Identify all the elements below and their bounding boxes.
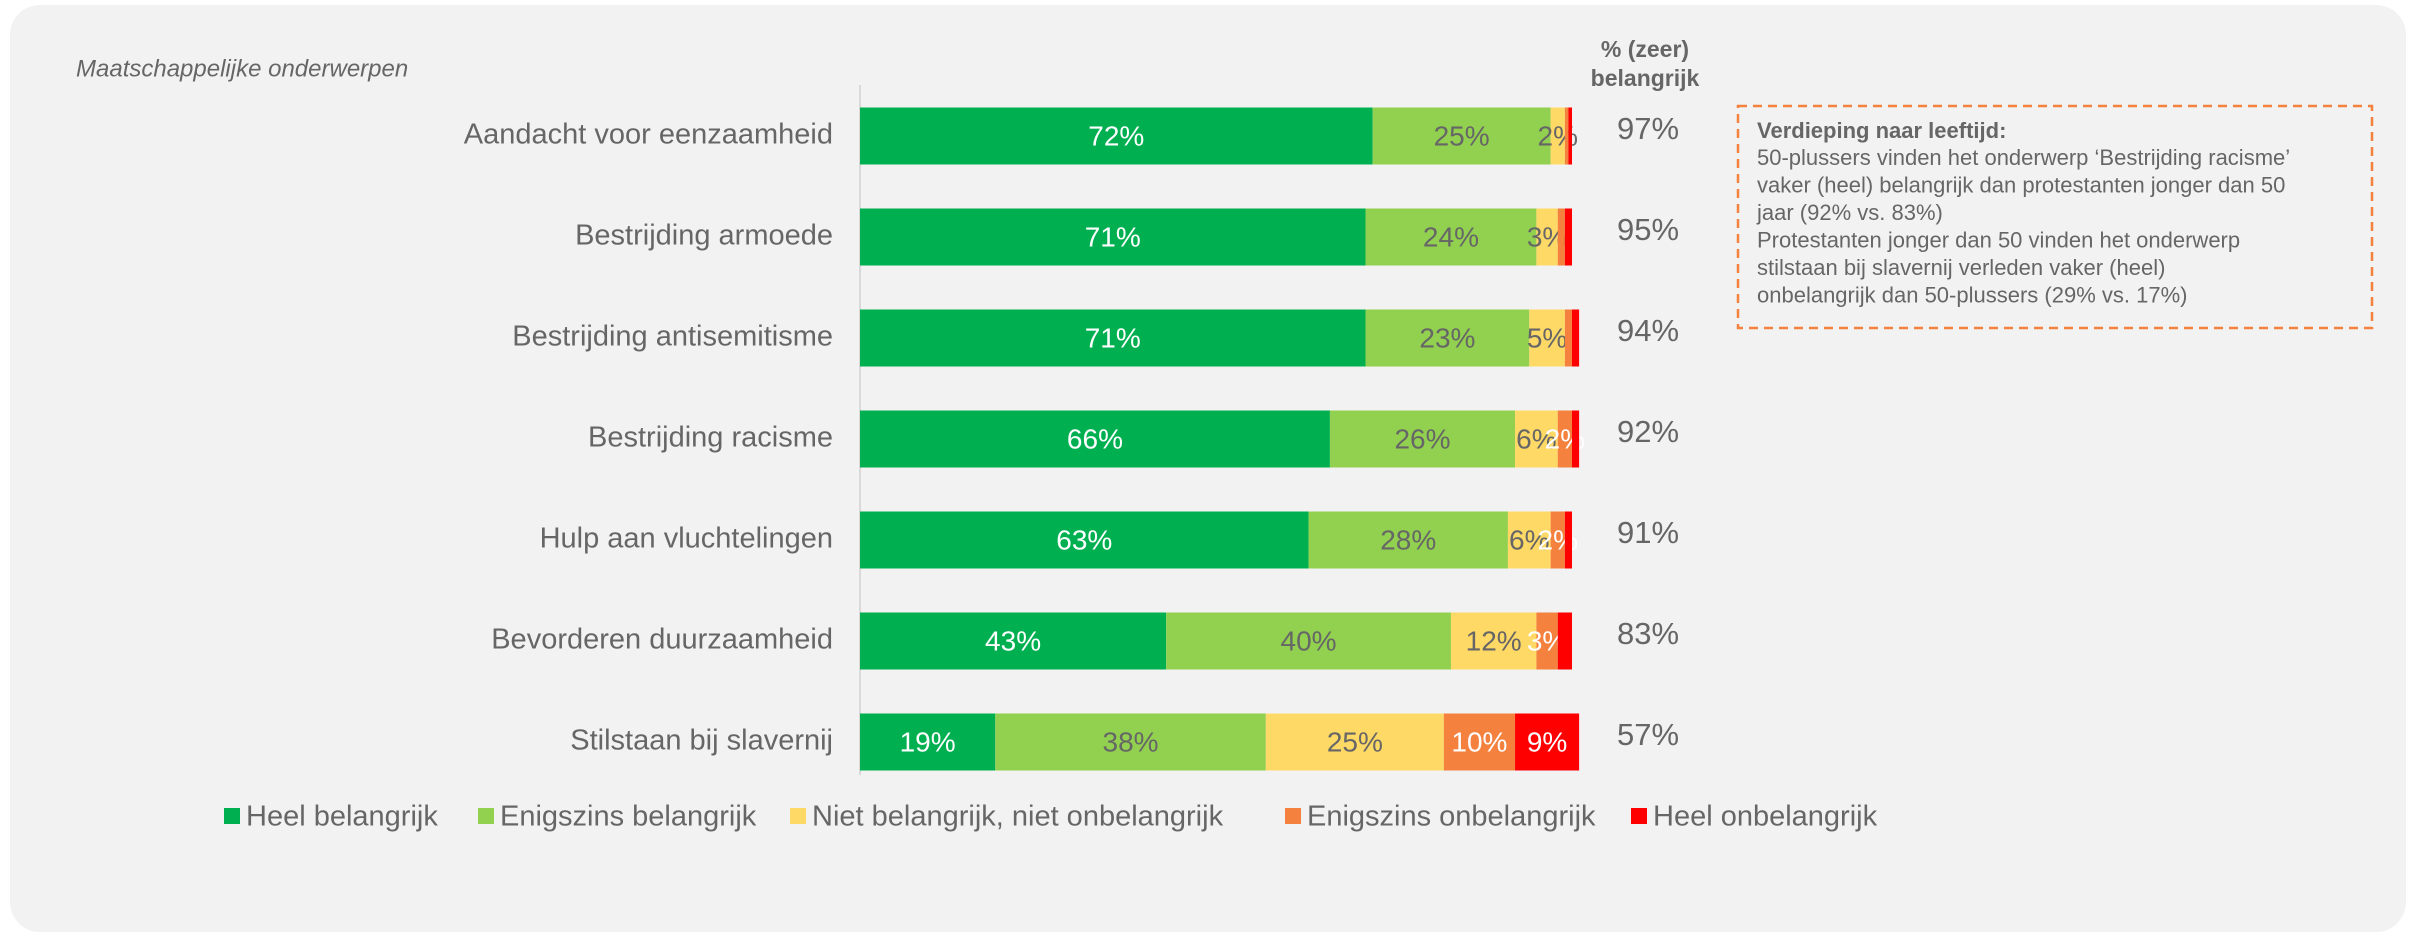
legend-swatch [1285, 808, 1301, 824]
bar-segment [1564, 511, 1572, 569]
legend-swatch [1631, 808, 1647, 824]
category-label: Bevorderen duurzaamheid [491, 624, 833, 656]
bar-segment [1564, 107, 1569, 165]
data-label: 10% [1451, 726, 1507, 757]
bar-segment [995, 713, 1266, 771]
data-label: 5% [1527, 322, 1567, 353]
data-label: 6% [1509, 524, 1549, 555]
category-label: Bestrijding antisemitisme [512, 321, 833, 353]
bar-segment [1572, 309, 1580, 367]
bar-segment [1166, 612, 1451, 670]
bar-segment [1443, 713, 1516, 771]
legend-label: Niet belangrijk, niet onbelangrijk [812, 801, 1224, 833]
totals-header: belangrijk [1591, 65, 1700, 91]
legend-swatch [478, 808, 494, 824]
data-label: 19% [900, 726, 956, 757]
note-line: onbelangrijk dan 50-plussers (29% vs. 17… [1757, 282, 2187, 307]
legend-label: Enigszins belangrijk [500, 801, 757, 833]
bar-segment [1557, 208, 1565, 266]
data-label: 12% [1466, 625, 1522, 656]
data-label: 43% [985, 625, 1041, 656]
bar-segment [1550, 511, 1565, 569]
note-box [1736, 104, 2374, 330]
category-label: Hulp aan vluchtelingen [540, 523, 833, 555]
bar-segment [1450, 612, 1537, 670]
legend-swatch [224, 808, 240, 824]
total-label: 92% [1617, 414, 1679, 449]
data-label: 71% [1085, 322, 1141, 353]
data-label: 38% [1103, 726, 1159, 757]
bar-segment [1536, 612, 1558, 670]
bar-segment [1265, 713, 1444, 771]
data-label: 24% [1423, 221, 1479, 252]
bar-segment [1372, 107, 1551, 165]
note-title: Verdieping naar leeftijd: [1757, 118, 2006, 143]
category-label: Bestrijding armoede [575, 220, 833, 252]
note-line: vaker (heel) belangrijk dan protestanten… [1757, 172, 2285, 197]
total-label: 97% [1617, 111, 1679, 146]
legend-label: Enigszins onbelangrijk [1307, 801, 1596, 833]
total-label: 83% [1617, 616, 1679, 651]
bar-segment [860, 309, 1366, 367]
data-label: 25% [1327, 726, 1383, 757]
data-label: 66% [1067, 423, 1123, 454]
bar-segment [860, 612, 1167, 670]
bar-segment [860, 410, 1330, 468]
total-label: 95% [1617, 212, 1679, 247]
bar-segment [1515, 713, 1580, 771]
bar-segment [860, 713, 996, 771]
data-label: 28% [1380, 524, 1436, 555]
data-label: 72% [1088, 120, 1144, 151]
bar-segment [1507, 511, 1551, 569]
category-label: Stilstaan bij slavernij [570, 725, 833, 757]
bar-segment [860, 208, 1366, 266]
legend-swatch [790, 808, 806, 824]
bar-segment [860, 511, 1309, 569]
bar-segment [1308, 511, 1508, 569]
total-label: 91% [1617, 515, 1679, 550]
note-line: jaar (92% vs. 83%) [1756, 200, 1943, 225]
bar-segment [1365, 309, 1530, 367]
data-label: 6% [1516, 423, 1556, 454]
bar-segment [1550, 107, 1565, 165]
note-line: Protestanten jonger dan 50 vinden het on… [1757, 227, 2240, 252]
bar-segment [1557, 410, 1572, 468]
bar-segment [1529, 309, 1565, 367]
totals-header: % (zeer) [1601, 36, 1689, 62]
bar-segment [1365, 208, 1537, 266]
legend-label: Heel onbelangrijk [1653, 801, 1878, 833]
data-label: 26% [1394, 423, 1450, 454]
bar-segment [1557, 612, 1572, 670]
bar-segment [1568, 107, 1572, 165]
bar-segment [1564, 309, 1572, 367]
bar-segment [1515, 410, 1558, 468]
legend-label: Heel belangrijk [246, 801, 438, 833]
total-label: 94% [1617, 313, 1679, 348]
bar-segment [860, 107, 1373, 165]
bar-segment [1329, 410, 1516, 468]
note-line: stilstaan bij slavernij verleden vaker (… [1757, 255, 2165, 280]
category-label: Aandacht voor eenzaamheid [464, 119, 833, 151]
bar-segment [1564, 208, 1572, 266]
data-label: 25% [1434, 120, 1490, 151]
subtitle: Maatschappelijke onderwerpen [76, 55, 408, 82]
data-label: 40% [1281, 625, 1337, 656]
panel [10, 5, 2406, 932]
total-label: 57% [1617, 717, 1679, 752]
bar-segment [1536, 208, 1558, 266]
category-label: Bestrijding racisme [588, 422, 833, 454]
note-line: 50-plussers vinden het onderwerp ‘Bestri… [1757, 145, 2290, 170]
data-label: 63% [1056, 524, 1112, 555]
data-label: 9% [1527, 726, 1567, 757]
data-label: 23% [1419, 322, 1475, 353]
data-label: 71% [1085, 221, 1141, 252]
bar-segment [1572, 410, 1580, 468]
